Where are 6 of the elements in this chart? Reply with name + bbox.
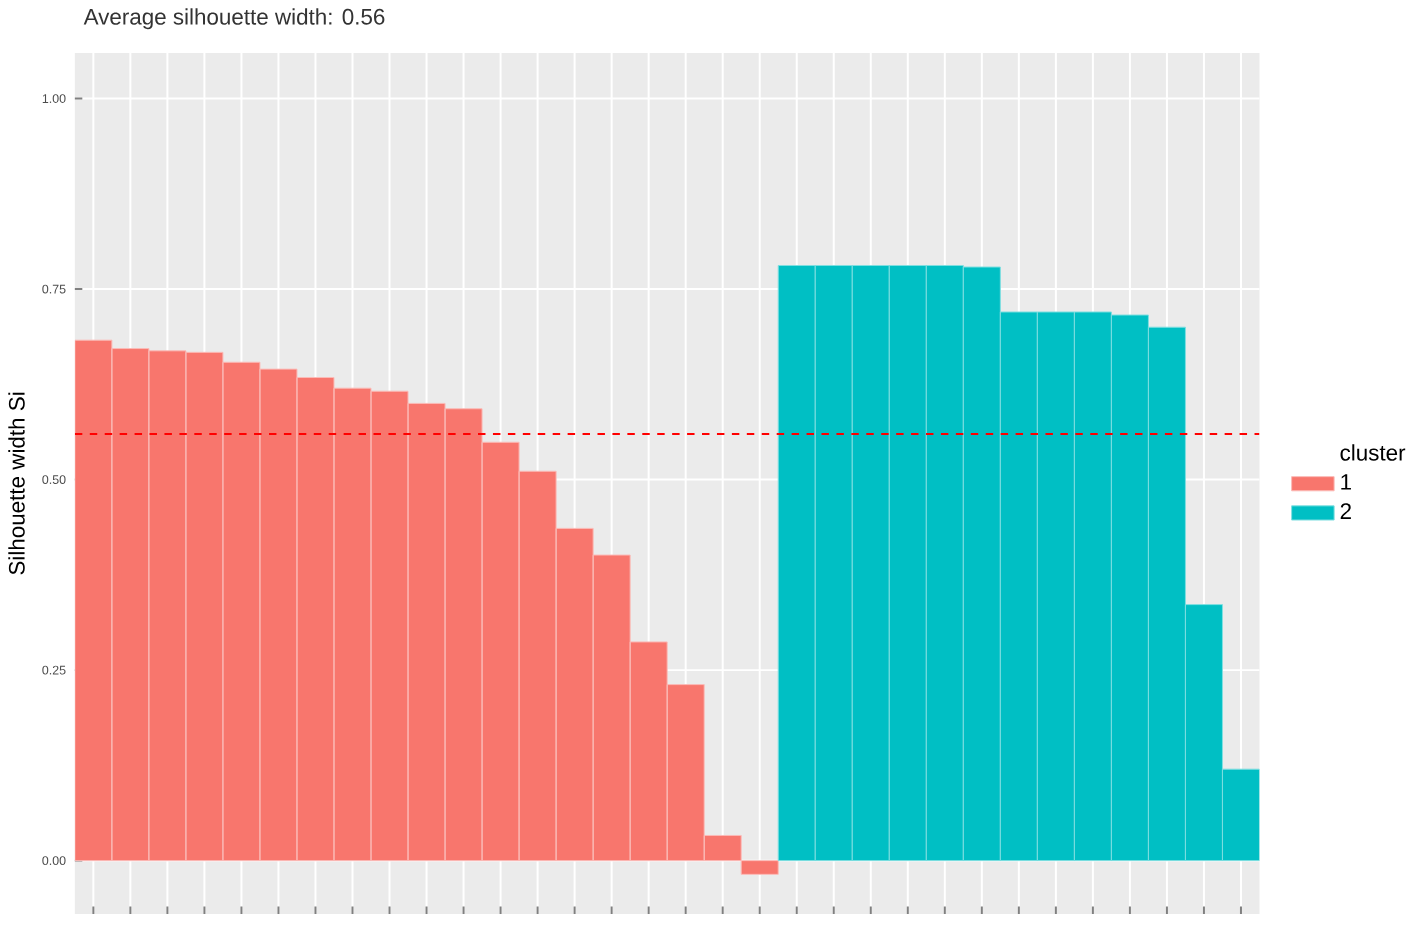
legend-label: 2 <box>1340 503 1351 520</box>
legend-label: 1 <box>1341 474 1351 491</box>
chart-title: Average silhouette width: 0.56 <box>83 8 385 30</box>
bar <box>740 860 779 876</box>
y-axis-title: Silhouette width Si <box>8 393 25 576</box>
legend-title: cluster <box>1340 444 1406 462</box>
